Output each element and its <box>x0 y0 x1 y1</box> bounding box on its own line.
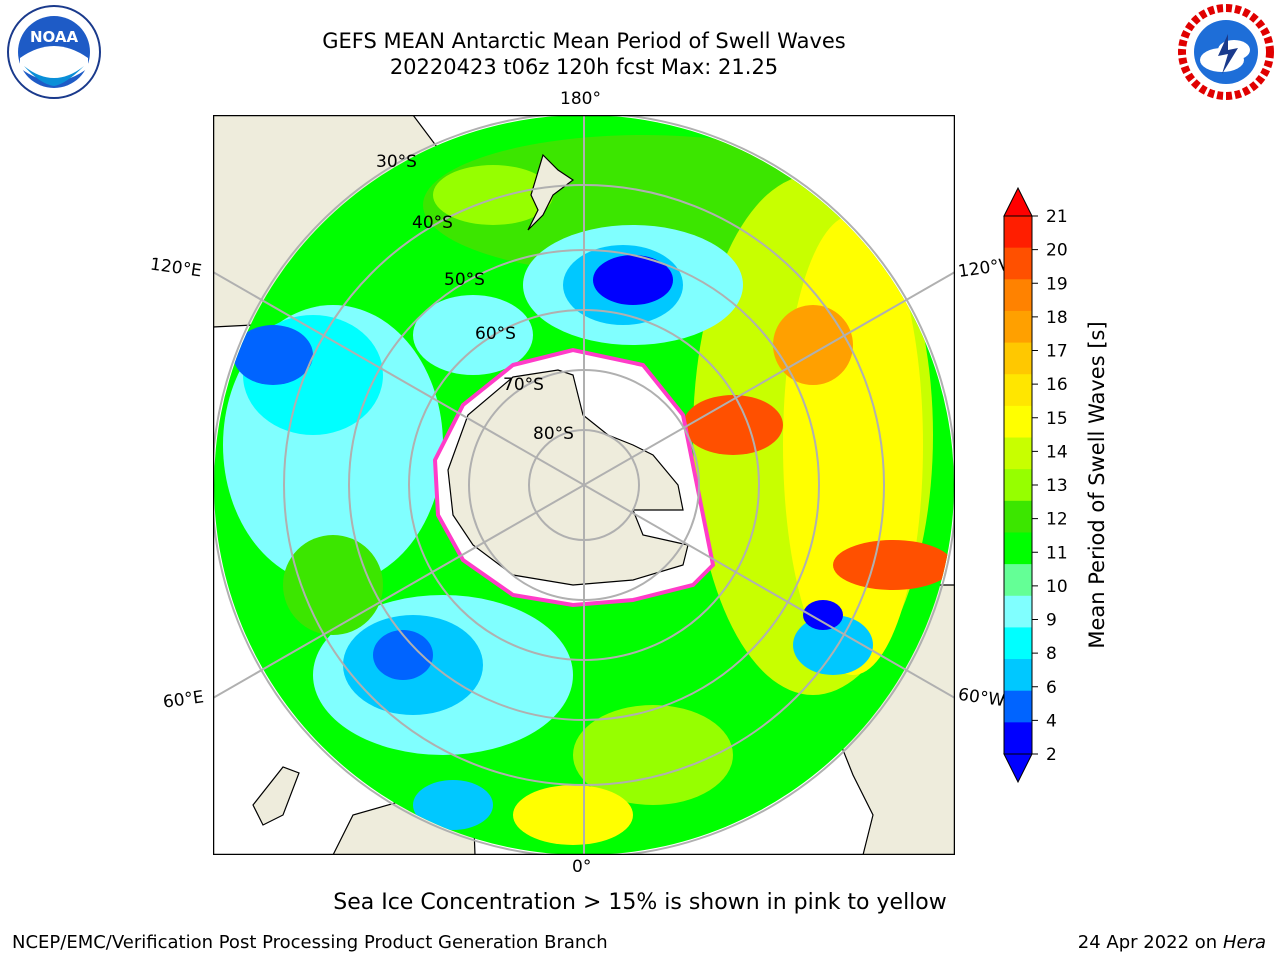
polar-map <box>213 115 955 855</box>
map-title: GEFS MEAN Antarctic Mean Period of Swell… <box>322 29 846 53</box>
noaa-logo: NOAA <box>7 5 101 99</box>
colorbar-under-arrow <box>1003 753 1033 784</box>
colorbar-tick-label: 2 <box>1046 745 1057 765</box>
colorbar-swatch <box>1004 627 1032 660</box>
colorbar-tick-label: 18 <box>1046 308 1068 328</box>
lat-label-60s: 60°S <box>475 324 516 344</box>
colorbar-tick-label: 13 <box>1046 476 1068 496</box>
colorbar-tick-label: 20 <box>1046 241 1068 261</box>
colorbar-swatch <box>1004 500 1032 533</box>
colorbar-swatch <box>1004 690 1032 723</box>
colorbar-swatch <box>1004 659 1032 692</box>
colorbar-tick-label: 17 <box>1046 342 1068 362</box>
colorbar: 21 20 19 18 17 16 15 14 13 12 11 10 9 8 6 4 2 <box>1003 186 1068 784</box>
colorbar-label: Mean Period of Swell Waves [s] <box>1085 321 1109 649</box>
sea-ice-caption: Sea Ice Concentration > 15% is shown in … <box>333 890 947 915</box>
colorbar-tick-label: 21 <box>1046 207 1068 227</box>
map-subtitle: 20220423 t06z 120h fcst Max: 21.25 <box>389 55 779 79</box>
colorbar-tick-label: 10 <box>1046 577 1068 597</box>
lat-label-50s: 50°S <box>444 270 485 290</box>
colorbar-tick-label: 16 <box>1046 375 1068 395</box>
colorbar-swatch <box>1004 247 1032 280</box>
footer-host: Hera <box>1222 932 1266 953</box>
lon-label-60e: 60°E <box>161 687 206 713</box>
colorbar-swatch <box>1004 310 1032 344</box>
colorbar-swatch <box>1004 532 1032 565</box>
footer-credit: NCEP/EMC/Verification Post Processing Pr… <box>12 932 608 953</box>
colorbar-tick-label: 14 <box>1046 442 1068 462</box>
colorbar-tick-label: 8 <box>1046 644 1057 664</box>
footer-date-text: 24 Apr 2022 on <box>1077 932 1223 953</box>
footer-date: 24 Apr 2022 on Hera <box>1078 932 1266 953</box>
madagascar-land <box>252 766 300 826</box>
lat-label-80s: 80°S <box>533 424 574 444</box>
graticule <box>213 115 955 855</box>
lat-label-40s: 40°S <box>412 213 453 233</box>
lon-label-180: 180° <box>560 89 601 109</box>
colorbar-swatch <box>1004 595 1032 628</box>
colorbar-swatch <box>1004 564 1032 597</box>
lat-label-70s: 70°S <box>503 375 544 395</box>
colorbar-tick-label: 12 <box>1046 510 1068 530</box>
colorbar-swatch <box>1004 722 1032 755</box>
colorbar-tick-label: 9 <box>1046 611 1057 631</box>
new-zealand-land <box>527 153 575 231</box>
colorbar-swatch <box>1004 437 1032 470</box>
antarctica-land <box>447 369 689 586</box>
colorbar-over-arrow <box>1003 186 1033 217</box>
lon-label-120e: 120°E <box>148 254 203 282</box>
colorbar-swatch <box>1004 405 1032 439</box>
colorbar-swatch <box>1004 469 1032 502</box>
colorbar-tick-label: 4 <box>1046 711 1057 731</box>
colorbar-swatch <box>1004 279 1032 312</box>
colorbar-tick-label: 15 <box>1046 409 1068 429</box>
colorbar-tick-label: 19 <box>1046 274 1068 294</box>
colorbar-tick-label: 6 <box>1046 678 1057 698</box>
lon-label-0: 0° <box>572 857 592 877</box>
national-weather-service-logo <box>1178 4 1274 100</box>
colorbar-swatch <box>1004 374 1032 407</box>
colorbar-tick-label: 11 <box>1046 543 1068 563</box>
colorbar-swatch <box>1004 216 1032 249</box>
lat-label-30s: 30°S <box>376 152 417 172</box>
noaa-logo-text: NOAA <box>30 28 79 46</box>
lon-label-60w: 60°W <box>956 684 1007 712</box>
colorbar-swatch <box>1004 342 1032 375</box>
